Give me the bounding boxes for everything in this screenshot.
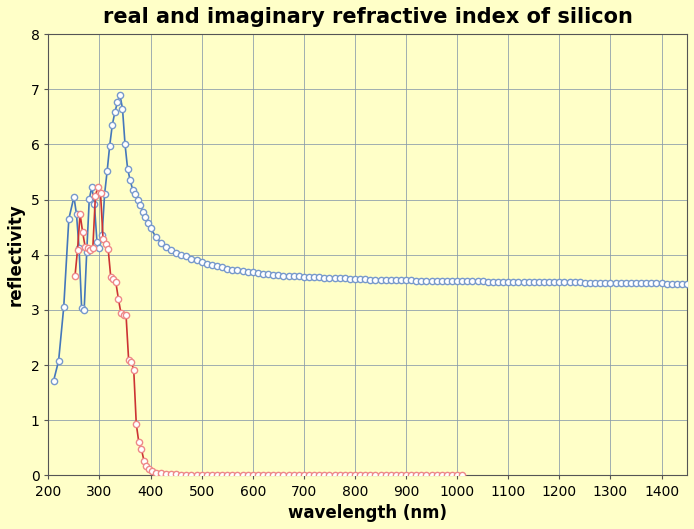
X-axis label: wavelength (nm): wavelength (nm) [288, 504, 447, 522]
Y-axis label: reflectivity: reflectivity [7, 203, 25, 306]
Title: real and imaginary refractive index of silicon: real and imaginary refractive index of s… [103, 7, 633, 27]
